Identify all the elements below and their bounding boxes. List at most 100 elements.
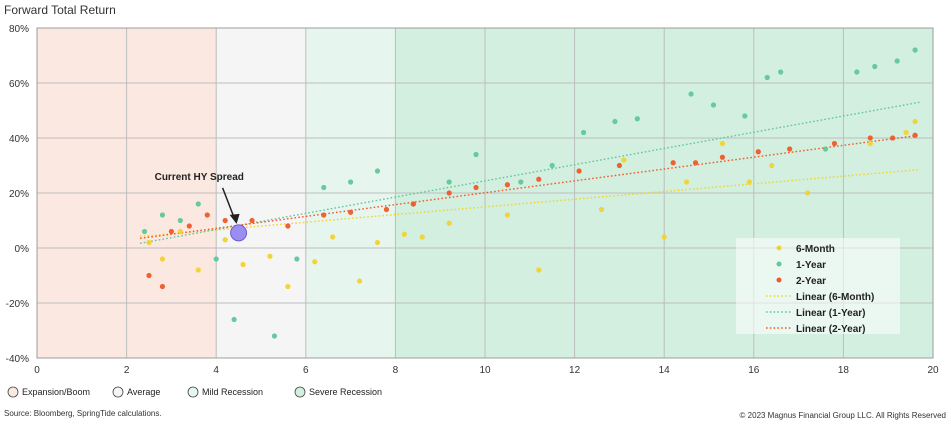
data-point-series-1	[612, 118, 618, 125]
data-point-series-1	[195, 201, 201, 207]
data-point-series-1	[710, 102, 717, 108]
copyright-note: © 2023 Magnus Financial Group LLC. All R…	[740, 411, 946, 420]
legend-marker-1	[776, 261, 782, 267]
y-tick-label: -40%	[6, 354, 29, 365]
data-point-series-2	[719, 154, 726, 160]
data-point-series-0	[446, 220, 452, 226]
data-point-series-1	[374, 168, 381, 174]
current-hy-spread-annotation: Current HY Spread	[155, 172, 248, 242]
data-point-series-1	[894, 58, 900, 64]
y-tick-label: 20%	[9, 189, 29, 200]
x-tick-label: 2	[124, 365, 130, 376]
y-tick-label: 80%	[9, 24, 29, 35]
annotation-label: Current HY Spread	[155, 172, 244, 183]
data-point-series-2	[321, 212, 327, 218]
data-point-series-2	[692, 160, 699, 166]
regime-legend-marker-3	[294, 386, 306, 398]
data-point-series-1	[549, 162, 555, 169]
x-tick-label: 14	[659, 365, 671, 376]
data-point-series-1	[141, 228, 148, 235]
legend-label-0: 6-Month	[796, 244, 835, 255]
data-point-series-0	[159, 256, 166, 262]
data-point-series-1	[764, 74, 770, 81]
data-point-series-2	[348, 209, 354, 215]
legend-marker-2	[776, 277, 782, 283]
x-tick-label: 8	[393, 365, 399, 376]
data-point-series-2	[504, 182, 510, 188]
data-point-series-2	[285, 223, 291, 229]
y-tick-label: 60%	[9, 79, 29, 90]
x-tick-label: 6	[303, 365, 309, 376]
x-tick-label: 12	[569, 365, 581, 376]
data-point-series-2	[168, 228, 174, 235]
legend-label-2: 2-Year	[796, 276, 826, 287]
data-point-series-2	[410, 201, 416, 207]
y-tick-label: -20%	[6, 299, 29, 310]
data-point-series-2	[867, 135, 873, 141]
data-point-series-2	[146, 272, 152, 279]
data-point-series-1	[321, 184, 327, 191]
x-tick-label: 4	[213, 365, 219, 376]
regime-legend-label-3: Severe Recession	[309, 387, 382, 397]
data-point-series-2	[616, 162, 623, 169]
data-point-series-2	[576, 168, 582, 174]
data-point-series-1	[634, 116, 640, 122]
trend-lines	[139, 101, 920, 245]
data-point-series-2	[473, 184, 479, 191]
data-point-series-2	[787, 146, 793, 152]
trendline-1	[139, 101, 920, 245]
data-point-series-2	[912, 132, 918, 138]
annotation-arrow	[221, 187, 236, 220]
regime-legend-marker-2	[187, 386, 199, 398]
regime-legend-label-1: Average	[127, 387, 160, 397]
data-point-series-1	[854, 69, 860, 75]
legend-label-1: 1-Year	[796, 260, 826, 271]
data-point-series-2	[222, 217, 228, 224]
trendline-0	[139, 168, 920, 238]
data-point-series-2	[249, 217, 255, 224]
data-point-series-0	[867, 140, 873, 147]
data-point-series-0	[661, 234, 667, 240]
regime-legend-marker-1	[112, 386, 124, 398]
data-point-series-1	[159, 212, 166, 218]
data-point-series-1	[213, 256, 219, 262]
data-point-series-0	[684, 179, 690, 185]
data-point-series-0	[903, 129, 909, 136]
data-point-series-0	[912, 118, 918, 125]
data-point-series-1	[822, 146, 829, 152]
legend-box	[736, 238, 900, 334]
data-point-series-0	[804, 190, 811, 196]
data-point-series-1	[177, 217, 183, 224]
data-point-series-2	[755, 149, 761, 155]
data-point-series-1	[912, 47, 918, 53]
data-point-series-0	[146, 239, 152, 246]
current-hy-spread-marker	[230, 224, 248, 242]
data-point-series-1	[778, 69, 784, 75]
data-point-series-1	[294, 256, 300, 262]
data-point-series-1	[518, 179, 524, 185]
data-point-series-1	[688, 91, 694, 97]
data-point-series-1	[872, 63, 878, 70]
axes: 0 2 4 6 8 10 12 14 16 18 20 -40% -20% 0% 20% 40% 60% 80%	[6, 24, 939, 376]
data-point-series-0	[719, 140, 726, 147]
regime-legend: Expansion/Boom Average Mild Recession Sever…	[7, 386, 382, 398]
data-point-series-2	[159, 283, 166, 290]
data-point-series-0	[285, 283, 291, 290]
chart-title: Forward Total Return	[4, 3, 116, 17]
legend-label-4: Linear (1-Year)	[796, 308, 865, 319]
x-tick-label: 18	[838, 365, 850, 376]
data-point-series-0	[504, 212, 510, 218]
data-point-series-2	[383, 206, 390, 213]
data-point-series-0	[769, 162, 775, 169]
data-point-series-2	[446, 190, 452, 196]
data-point-series-0	[374, 239, 381, 246]
data-point-series-0	[621, 157, 627, 163]
data-point-series-0	[746, 179, 752, 185]
regime-legend-marker-0	[7, 386, 19, 398]
x-tick-label: 0	[34, 365, 40, 376]
y-tick-label: 40%	[9, 134, 29, 145]
data-point-series-0	[536, 267, 542, 273]
legend-marker-0	[776, 245, 782, 251]
data-point-series-0	[267, 253, 273, 259]
data-point-series-1	[473, 151, 479, 158]
